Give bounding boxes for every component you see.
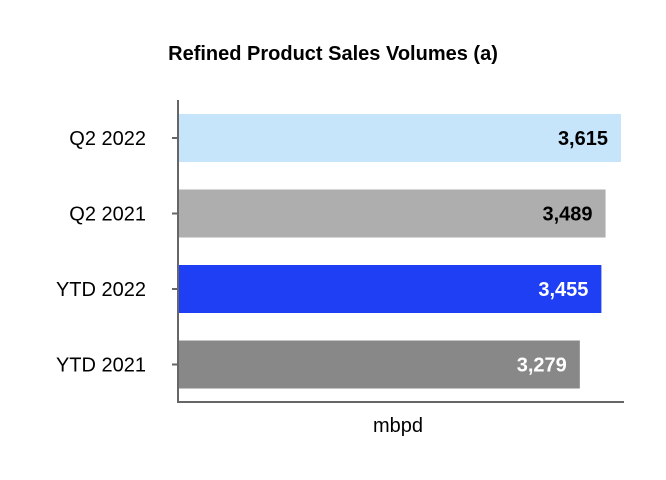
bar-ytd-2022 [178,265,602,313]
chart-title: Refined Product Sales Volumes (a) [168,43,498,65]
x-axis-label: mbpd [373,415,423,437]
value-label: 3,455 [538,279,588,301]
category-label: Q2 2021 [69,204,146,226]
labels-group: Q2 2022 3,615 Q2 2021 3,489 YTD 2022 3,455 YTD… [56,128,608,377]
bars-group [178,114,621,389]
value-label: 3,489 [542,204,592,226]
bar-ytd-2021 [178,340,580,389]
value-label: 3,615 [558,128,608,150]
bar-q2-2021 [178,189,606,238]
category-label: YTD 2022 [56,279,146,301]
category-label: YTD 2021 [56,355,146,377]
category-label: Q2 2022 [69,128,146,150]
bar-q2-2022 [178,114,621,162]
value-label: 3,279 [517,355,567,377]
